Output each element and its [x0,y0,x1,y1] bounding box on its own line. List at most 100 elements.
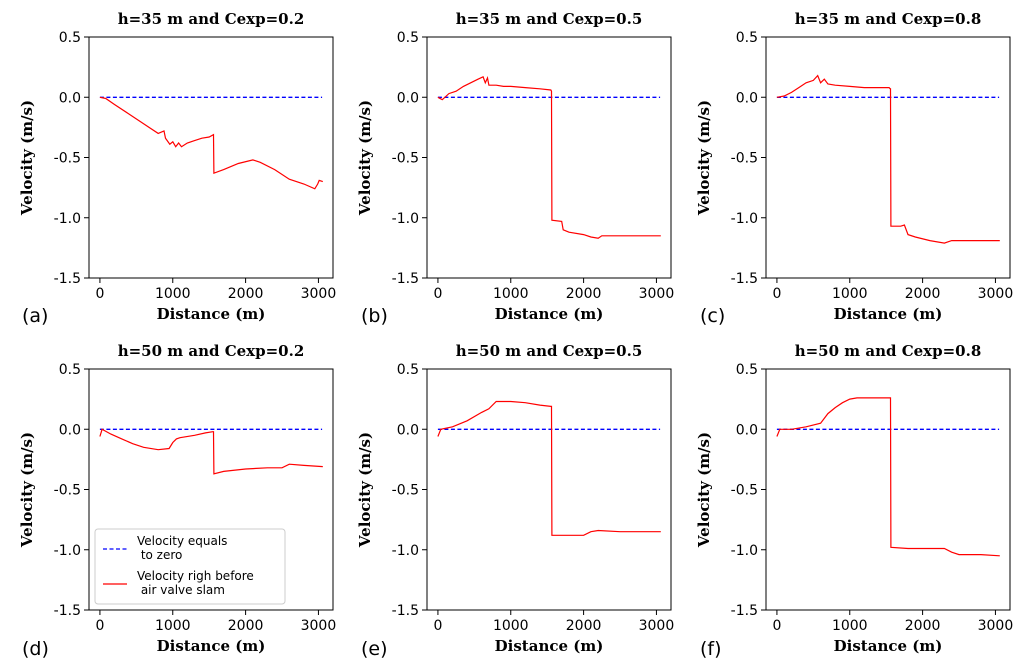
y-tick-label: -0.5 [54,483,81,499]
x-tick-label: 1000 [155,618,191,634]
y-tick-label: -1.5 [54,603,81,619]
x-tick-label: 3000 [301,286,337,302]
y-tick-label: 0.5 [736,30,758,46]
x-tick-label: 3000 [639,286,675,302]
panel-label: (c) [700,305,725,327]
legend-label: air valve slam [137,583,225,597]
series-velocity-line-5 [437,400,661,536]
series-velocity-line-3 [776,74,1000,244]
x-tick-label: 2000 [228,286,264,302]
x-tick-label: 2000 [566,286,602,302]
plot-frame [426,36,672,279]
x-tick-label: 1000 [832,286,868,302]
x-tick-label: 3000 [301,618,337,634]
panel-2: 0 1000 2000 3000 0.5 0.0 -0.5 -1.0 -1.5 h=35 m an… [356,10,674,327]
x-tick-label: 0 [433,618,442,634]
y-tick-label: -1.0 [54,543,81,559]
y-axis-label: Velocity (m/s) [356,100,374,216]
y-tick-label: 0.5 [397,30,419,46]
y-tick-label: -1.0 [731,211,758,227]
x-tick-label: 0 [95,618,104,634]
chart-title: h=35 m and Cexp=0.5 [456,10,643,28]
x-axis-label: Distance (m) [495,637,604,655]
y-tick-label: -1.0 [731,543,758,559]
plot-frame [88,36,334,279]
x-tick-label: 1000 [493,618,529,634]
series-velocity-line-6 [776,397,1000,557]
x-axis-label: Distance (m) [834,637,943,655]
plot-frame [426,368,672,611]
x-tick-label: 2000 [228,618,264,634]
y-tick-label: -0.5 [54,151,81,167]
y-tick-label: -1.0 [54,211,81,227]
y-tick-label: 0.0 [736,90,758,106]
y-tick-label: 0.5 [397,362,419,378]
y-tick-label: 0.0 [59,90,81,106]
plot-frame [765,36,1011,279]
x-tick-label: 1000 [493,286,529,302]
y-tick-label: -1.5 [392,271,419,287]
panel-label: (d) [22,638,49,660]
panel-1: 0 1000 2000 3000 0.5 0.0 -0.5 -1.0 -1.5 h=35 m an… [18,10,336,327]
x-tick-label: 2000 [905,286,941,302]
y-tick-label: 0.0 [736,422,758,438]
y-tick-label: 0.5 [736,362,758,378]
panel-5: 0 1000 2000 3000 0.5 0.0 -0.5 -1.0 -1.5 h=50 m an… [356,342,674,660]
x-axis-label: Distance (m) [495,305,604,323]
y-tick-label: 0.5 [59,30,81,46]
y-tick-label: -1.0 [392,211,419,227]
x-axis-label: Distance (m) [157,305,266,323]
chart-title: h=35 m and Cexp=0.8 [795,10,982,28]
x-tick-label: 0 [433,286,442,302]
y-tick-label: -1.0 [392,543,419,559]
legend-label: Velocity righ before [137,569,254,583]
x-tick-label: 3000 [639,618,675,634]
y-tick-label: -0.5 [392,483,419,499]
panel-label: (e) [361,638,388,660]
panel-label: (f) [700,638,722,660]
legend-box [94,528,286,605]
y-tick-label: -0.5 [392,151,419,167]
x-tick-label: 1000 [832,618,868,634]
legend-label: Velocity equals [137,534,227,548]
x-axis-label: Distance (m) [157,637,266,655]
series-velocity-line-2 [437,75,661,239]
chart-title: h=50 m and Cexp=0.2 [118,342,305,360]
chart-title: h=50 m and Cexp=0.8 [795,342,982,360]
y-tick-label: -1.5 [731,271,758,287]
x-tick-label: 0 [95,286,104,302]
x-tick-label: 3000 [978,286,1014,302]
y-tick-label: -1.5 [54,271,81,287]
x-tick-label: 3000 [978,618,1014,634]
y-tick-label: 0.0 [397,90,419,106]
panel-label: (a) [22,305,48,327]
x-tick-label: 2000 [905,618,941,634]
y-tick-label: -0.5 [731,151,758,167]
y-axis-label: Velocity (m/s) [18,100,36,216]
series-velocity-line-1 [99,96,323,190]
x-tick-label: 1000 [155,286,191,302]
y-tick-label: 0.5 [59,362,81,378]
panel-3: 0 1000 2000 3000 0.5 0.0 -0.5 -1.0 -1.5 h=35 m an… [695,10,1013,327]
y-axis-label: Velocity (m/s) [18,432,36,548]
panel-6: 0 1000 2000 3000 0.5 0.0 -0.5 -1.0 -1.5 h=50 m an… [695,342,1013,660]
panel-4: 0 1000 2000 3000 0.5 0.0 -0.5 -1.0 -1.5 h=50 m an… [18,342,336,660]
y-tick-label: 0.0 [59,422,81,438]
chart-title: h=50 m and Cexp=0.5 [456,342,643,360]
y-tick-label: -1.5 [392,603,419,619]
series-velocity-line-4 [99,428,323,475]
x-axis-label: Distance (m) [834,305,943,323]
legend-label: to zero [137,548,182,562]
chart-title: h=35 m and Cexp=0.2 [118,10,305,28]
x-tick-label: 0 [772,618,781,634]
plot-frame [765,368,1011,611]
y-axis-label: Velocity (m/s) [356,432,374,548]
y-tick-label: 0.0 [397,422,419,438]
x-tick-label: 2000 [566,618,602,634]
panel-label: (b) [361,305,388,327]
y-axis-label: Velocity (m/s) [695,100,713,216]
y-axis-label: Velocity (m/s) [695,432,713,548]
y-tick-label: -1.5 [731,603,758,619]
x-tick-label: 0 [772,286,781,302]
